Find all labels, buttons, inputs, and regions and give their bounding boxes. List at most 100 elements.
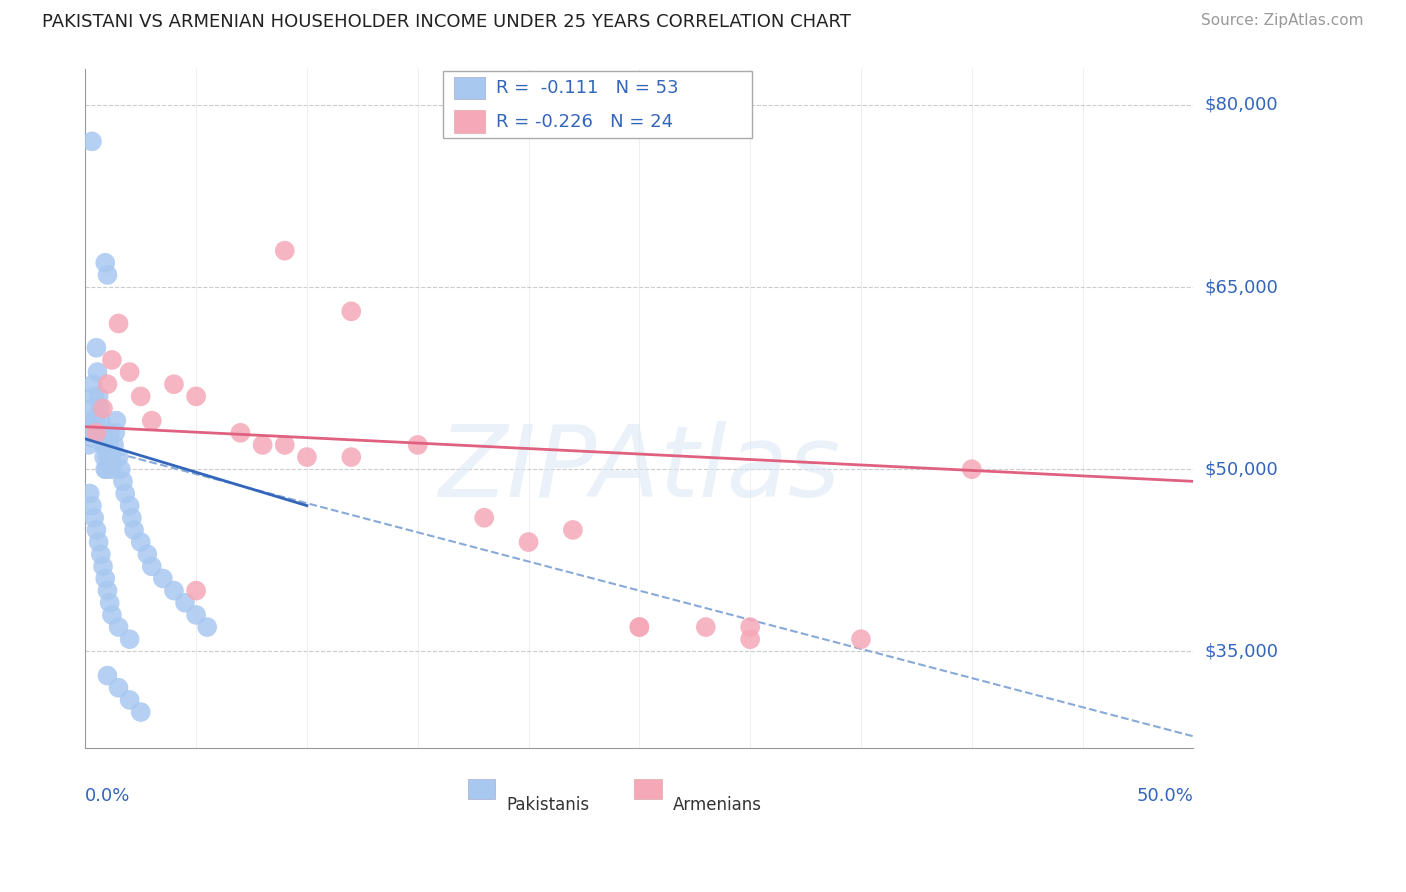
Point [121,510,143,524]
Point [89,401,111,416]
Point [82,377,104,392]
Point [295,450,318,464]
Point [84,414,107,428]
Point [118,499,141,513]
Point [141,559,163,574]
Text: $35,000: $35,000 [1205,642,1278,660]
Point [695,620,717,634]
Point [472,510,495,524]
Point [80,134,103,148]
Point [86,365,108,379]
Point [97,438,120,452]
Point [174,596,197,610]
Point [111,475,134,489]
Point [96,268,118,282]
Point [252,438,274,452]
Point [114,486,136,500]
Point [80,499,103,513]
Point [96,668,118,682]
Point [152,572,174,586]
Point [87,389,110,403]
Point [103,438,125,452]
Point [129,389,152,403]
Point [628,620,651,634]
Point [274,244,297,258]
Point [86,425,108,440]
Point [86,523,108,537]
Point [98,425,121,440]
Point [107,620,129,634]
Point [101,353,124,368]
Point [91,438,114,452]
Point [274,438,297,452]
Point [96,583,118,598]
Point [96,450,118,464]
Point [90,547,112,561]
Point [849,632,872,647]
Point [91,559,114,574]
Point [195,620,218,634]
Point [136,547,159,561]
Point [184,389,207,403]
Text: Source: ZipAtlas.com: Source: ZipAtlas.com [1201,13,1364,29]
Point [94,256,117,270]
Point [628,620,651,634]
Text: Pakistanis: Pakistanis [506,796,589,814]
Point [79,486,101,500]
Point [184,607,207,622]
Point [77,438,100,452]
Point [98,596,121,610]
Point [79,425,101,440]
Point [87,535,110,549]
Point [91,401,114,416]
FancyBboxPatch shape [468,779,495,799]
Point [101,462,124,476]
Point [110,462,132,476]
Text: R = -0.226   N = 24: R = -0.226 N = 24 [496,112,673,130]
Point [94,462,117,476]
Point [740,620,762,634]
Point [80,401,103,416]
Text: Armenians: Armenians [672,796,762,814]
Point [100,450,122,464]
Point [118,632,141,647]
Point [184,583,207,598]
Point [141,414,163,428]
Point [122,523,145,537]
Point [163,377,186,392]
Point [406,438,429,452]
Text: 0.0%: 0.0% [86,788,131,805]
FancyBboxPatch shape [634,779,661,799]
Point [90,414,112,428]
Text: $65,000: $65,000 [1205,278,1278,296]
Text: PAKISTANI VS ARMENIAN HOUSEHOLDER INCOME UNDER 25 YEARS CORRELATION CHART: PAKISTANI VS ARMENIAN HOUSEHOLDER INCOME… [42,13,851,31]
Point [107,450,129,464]
Point [96,462,118,476]
Point [129,705,152,719]
Point [517,535,540,549]
Point [118,693,141,707]
Point [96,377,118,392]
Point [163,583,186,598]
Point [83,510,105,524]
Point [561,523,583,537]
Text: R =  -0.111   N = 53: R = -0.111 N = 53 [496,79,679,97]
Point [740,632,762,647]
Point [129,535,152,549]
Point [960,462,983,476]
Point [107,681,129,695]
Text: 50.0%: 50.0% [1136,788,1194,805]
Text: ZIPAtlas: ZIPAtlas [439,421,841,517]
Point [340,304,363,318]
Point [80,414,103,428]
Point [104,425,127,440]
Text: $50,000: $50,000 [1205,460,1278,478]
Point [94,572,117,586]
Point [90,425,112,440]
Point [118,365,141,379]
Point [101,607,124,622]
Point [340,450,363,464]
Point [107,317,129,331]
Point [93,450,115,464]
Point [229,425,252,440]
